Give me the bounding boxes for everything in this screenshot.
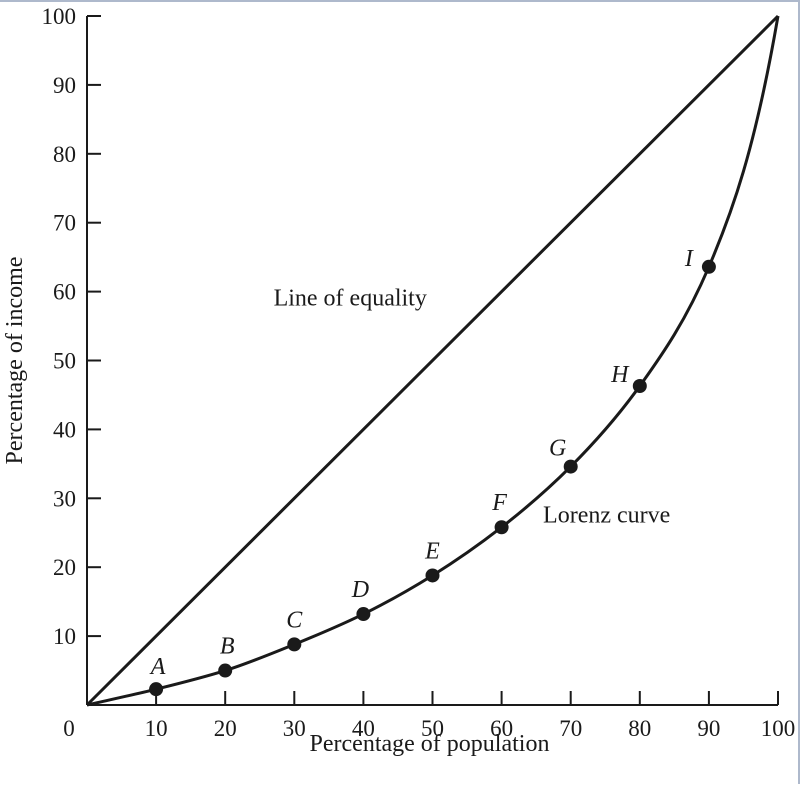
y-tick-label: 30 [53,486,76,511]
point-label-g: G [549,436,566,462]
x-tick-label: 30 [283,716,306,741]
point-d [356,607,371,622]
point-i [701,259,716,274]
point-label-d: D [351,577,369,603]
line-of-equality [85,14,780,707]
x-tick-label: 70 [559,716,582,741]
y-tick-label: 80 [53,142,76,167]
x-axis-title: Percentage of population [310,731,550,757]
x-tick-label: 100 [761,716,796,741]
point-label-f: F [491,490,507,516]
y-tick-label: 10 [53,624,76,649]
y-tick-label: 100 [42,4,77,29]
point-label-h: H [610,362,630,388]
point-f [494,520,509,535]
x-tick-label: 90 [697,716,720,741]
point-label-i: I [684,246,694,272]
x-tick-label: 40 [352,716,375,741]
x-tick-label: 60 [490,716,513,741]
origin-label: 0 [63,716,75,741]
point-h [632,378,647,393]
x-tick-label: 50 [421,716,444,741]
y-tick-label: 50 [53,349,76,374]
point-c [287,637,302,652]
x-tick-label: 80 [628,716,651,741]
y-tick-label: 70 [53,211,76,236]
point-a [149,682,164,697]
x-tick-label: 10 [145,716,168,741]
y-tick-label: 20 [53,555,76,580]
annotation-line-of-equality: Line of equality [274,285,427,311]
point-label-c: C [286,607,303,633]
point-e [425,568,440,583]
y-tick-label: 90 [53,73,76,98]
point-label-a: A [149,654,166,680]
y-tick-label: 40 [53,417,76,442]
x-tick-label: 20 [214,716,237,741]
point-label-b: B [220,634,235,660]
annotation-lorenz-curve: Lorenz curve [543,502,670,528]
point-g [563,459,578,474]
y-tick-label: 60 [53,280,76,305]
y-axis-title: Percentage of income [2,257,28,465]
point-b [218,663,233,678]
point-label-e: E [424,538,440,564]
